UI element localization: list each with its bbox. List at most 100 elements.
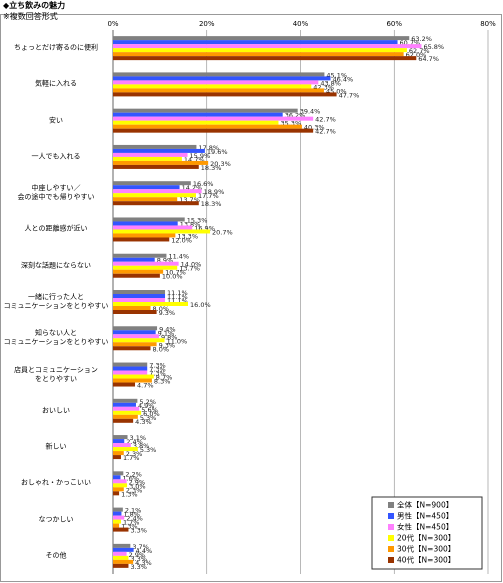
legend-swatch [388, 524, 394, 530]
value-label: 47.7% [339, 91, 360, 99]
value-label: 1.8% [123, 511, 140, 519]
y-tick-label: おしゃれ・かっこいい [21, 478, 91, 487]
value-label: 9.1% [158, 329, 175, 337]
bar [113, 290, 166, 294]
value-label: 18.3% [201, 200, 222, 208]
y-tick-label: 新しい [45, 442, 67, 451]
value-label: 45.0% [326, 87, 347, 95]
value-label: 42.7% [315, 128, 336, 136]
value-label: 5.3% [140, 414, 157, 422]
bar [113, 298, 166, 302]
bar [113, 527, 129, 532]
bar [113, 44, 422, 49]
value-label: 3.3% [130, 555, 147, 563]
bar [113, 326, 158, 331]
value-label: 8.0% [153, 305, 170, 313]
legend-label: 20代【N=300】 [397, 533, 455, 543]
bar [113, 237, 170, 242]
y-tick-label: 店員とコミュニケーション をとりやすい [14, 365, 98, 383]
chart-subtitle: ※複数回答形式 [3, 12, 58, 21]
value-label: 4.3% [135, 559, 152, 567]
value-label: 63.2% [411, 35, 432, 43]
value-label: 39.4% [300, 108, 321, 116]
value-label: 9.3% [159, 341, 176, 349]
value-label: 8.7% [156, 374, 173, 382]
value-label: 7.3% [149, 370, 166, 378]
value-label: 11.1% [167, 297, 188, 305]
bar [113, 92, 337, 97]
legend-label: 全体【N=900】 [397, 500, 453, 510]
value-label: 8.0% [153, 345, 170, 353]
value-label: 11.1% [167, 289, 188, 297]
value-label: 20.7% [212, 228, 233, 236]
value-label: 4.3% [135, 418, 152, 426]
chart-title: ◆立ち飲みの魅力 [3, 1, 66, 10]
value-label: 3.3% [130, 563, 147, 571]
bar [113, 88, 324, 93]
value-label: 12.0% [171, 236, 192, 244]
value-label: 40.3% [304, 124, 325, 132]
value-label: 7.3% [149, 362, 166, 370]
value-label: 2.2% [125, 470, 142, 478]
value-label: 8.9% [157, 257, 174, 265]
bar [113, 507, 123, 512]
bar [113, 342, 157, 347]
bar [113, 523, 120, 528]
y-tick-label: なつかしい [38, 515, 74, 524]
bar [113, 116, 314, 121]
bar [113, 257, 155, 262]
bar [113, 402, 136, 407]
bar [113, 483, 128, 488]
value-label: 13.8% [180, 220, 201, 228]
bar [113, 382, 136, 387]
bar [113, 265, 178, 270]
legend-swatch [388, 557, 394, 563]
y-tick-label: 一緒に行った人と コミュニケーションをとりやすい [3, 293, 109, 310]
value-label: 2.1% [125, 507, 142, 515]
value-label: 42.7% [315, 116, 336, 124]
value-label: 18.3% [201, 164, 222, 172]
value-label: 45.1% [326, 71, 347, 79]
bar [113, 551, 127, 556]
value-label: 19.6% [207, 148, 228, 156]
bar [113, 48, 407, 53]
value-label: 65.8% [423, 43, 444, 51]
bar [113, 273, 160, 278]
bar [113, 374, 154, 379]
value-label: 18.9% [204, 188, 225, 196]
value-label: 62.7% [409, 47, 430, 55]
value-label: 11.0% [167, 337, 188, 345]
value-label: 5.2% [139, 398, 156, 406]
value-label: 2.9% [129, 551, 146, 559]
bar [113, 487, 124, 492]
bar [113, 108, 298, 113]
value-label: 4.7% [137, 382, 154, 390]
bar [113, 310, 157, 314]
value-label: 3.1% [130, 434, 147, 442]
value-label: 2.4% [126, 438, 143, 446]
bar [113, 84, 312, 89]
bar [113, 156, 182, 161]
value-label: 1.7% [123, 454, 140, 462]
bar [113, 294, 166, 298]
value-label: 10.0% [162, 273, 183, 281]
bar [113, 181, 191, 186]
bar [113, 229, 211, 234]
legend-label: 女性【N=450】 [397, 522, 453, 532]
bar [113, 330, 156, 335]
chart-frame [0, 14, 502, 582]
value-label: 3.7% [132, 543, 149, 551]
bar [113, 269, 164, 274]
value-label: 13.7% [179, 196, 200, 204]
value-label: 36.2% [285, 112, 306, 120]
bar [113, 418, 134, 423]
bar [113, 221, 178, 226]
value-label: 3.0% [129, 482, 146, 490]
value-label: 11.4% [168, 253, 189, 261]
value-label: 46.4% [333, 75, 354, 83]
value-label: 9.4% [159, 325, 176, 333]
bar [113, 164, 199, 169]
value-label: 14.7% [184, 156, 205, 164]
bar [113, 366, 148, 371]
value-label: 9.3% [159, 309, 176, 317]
